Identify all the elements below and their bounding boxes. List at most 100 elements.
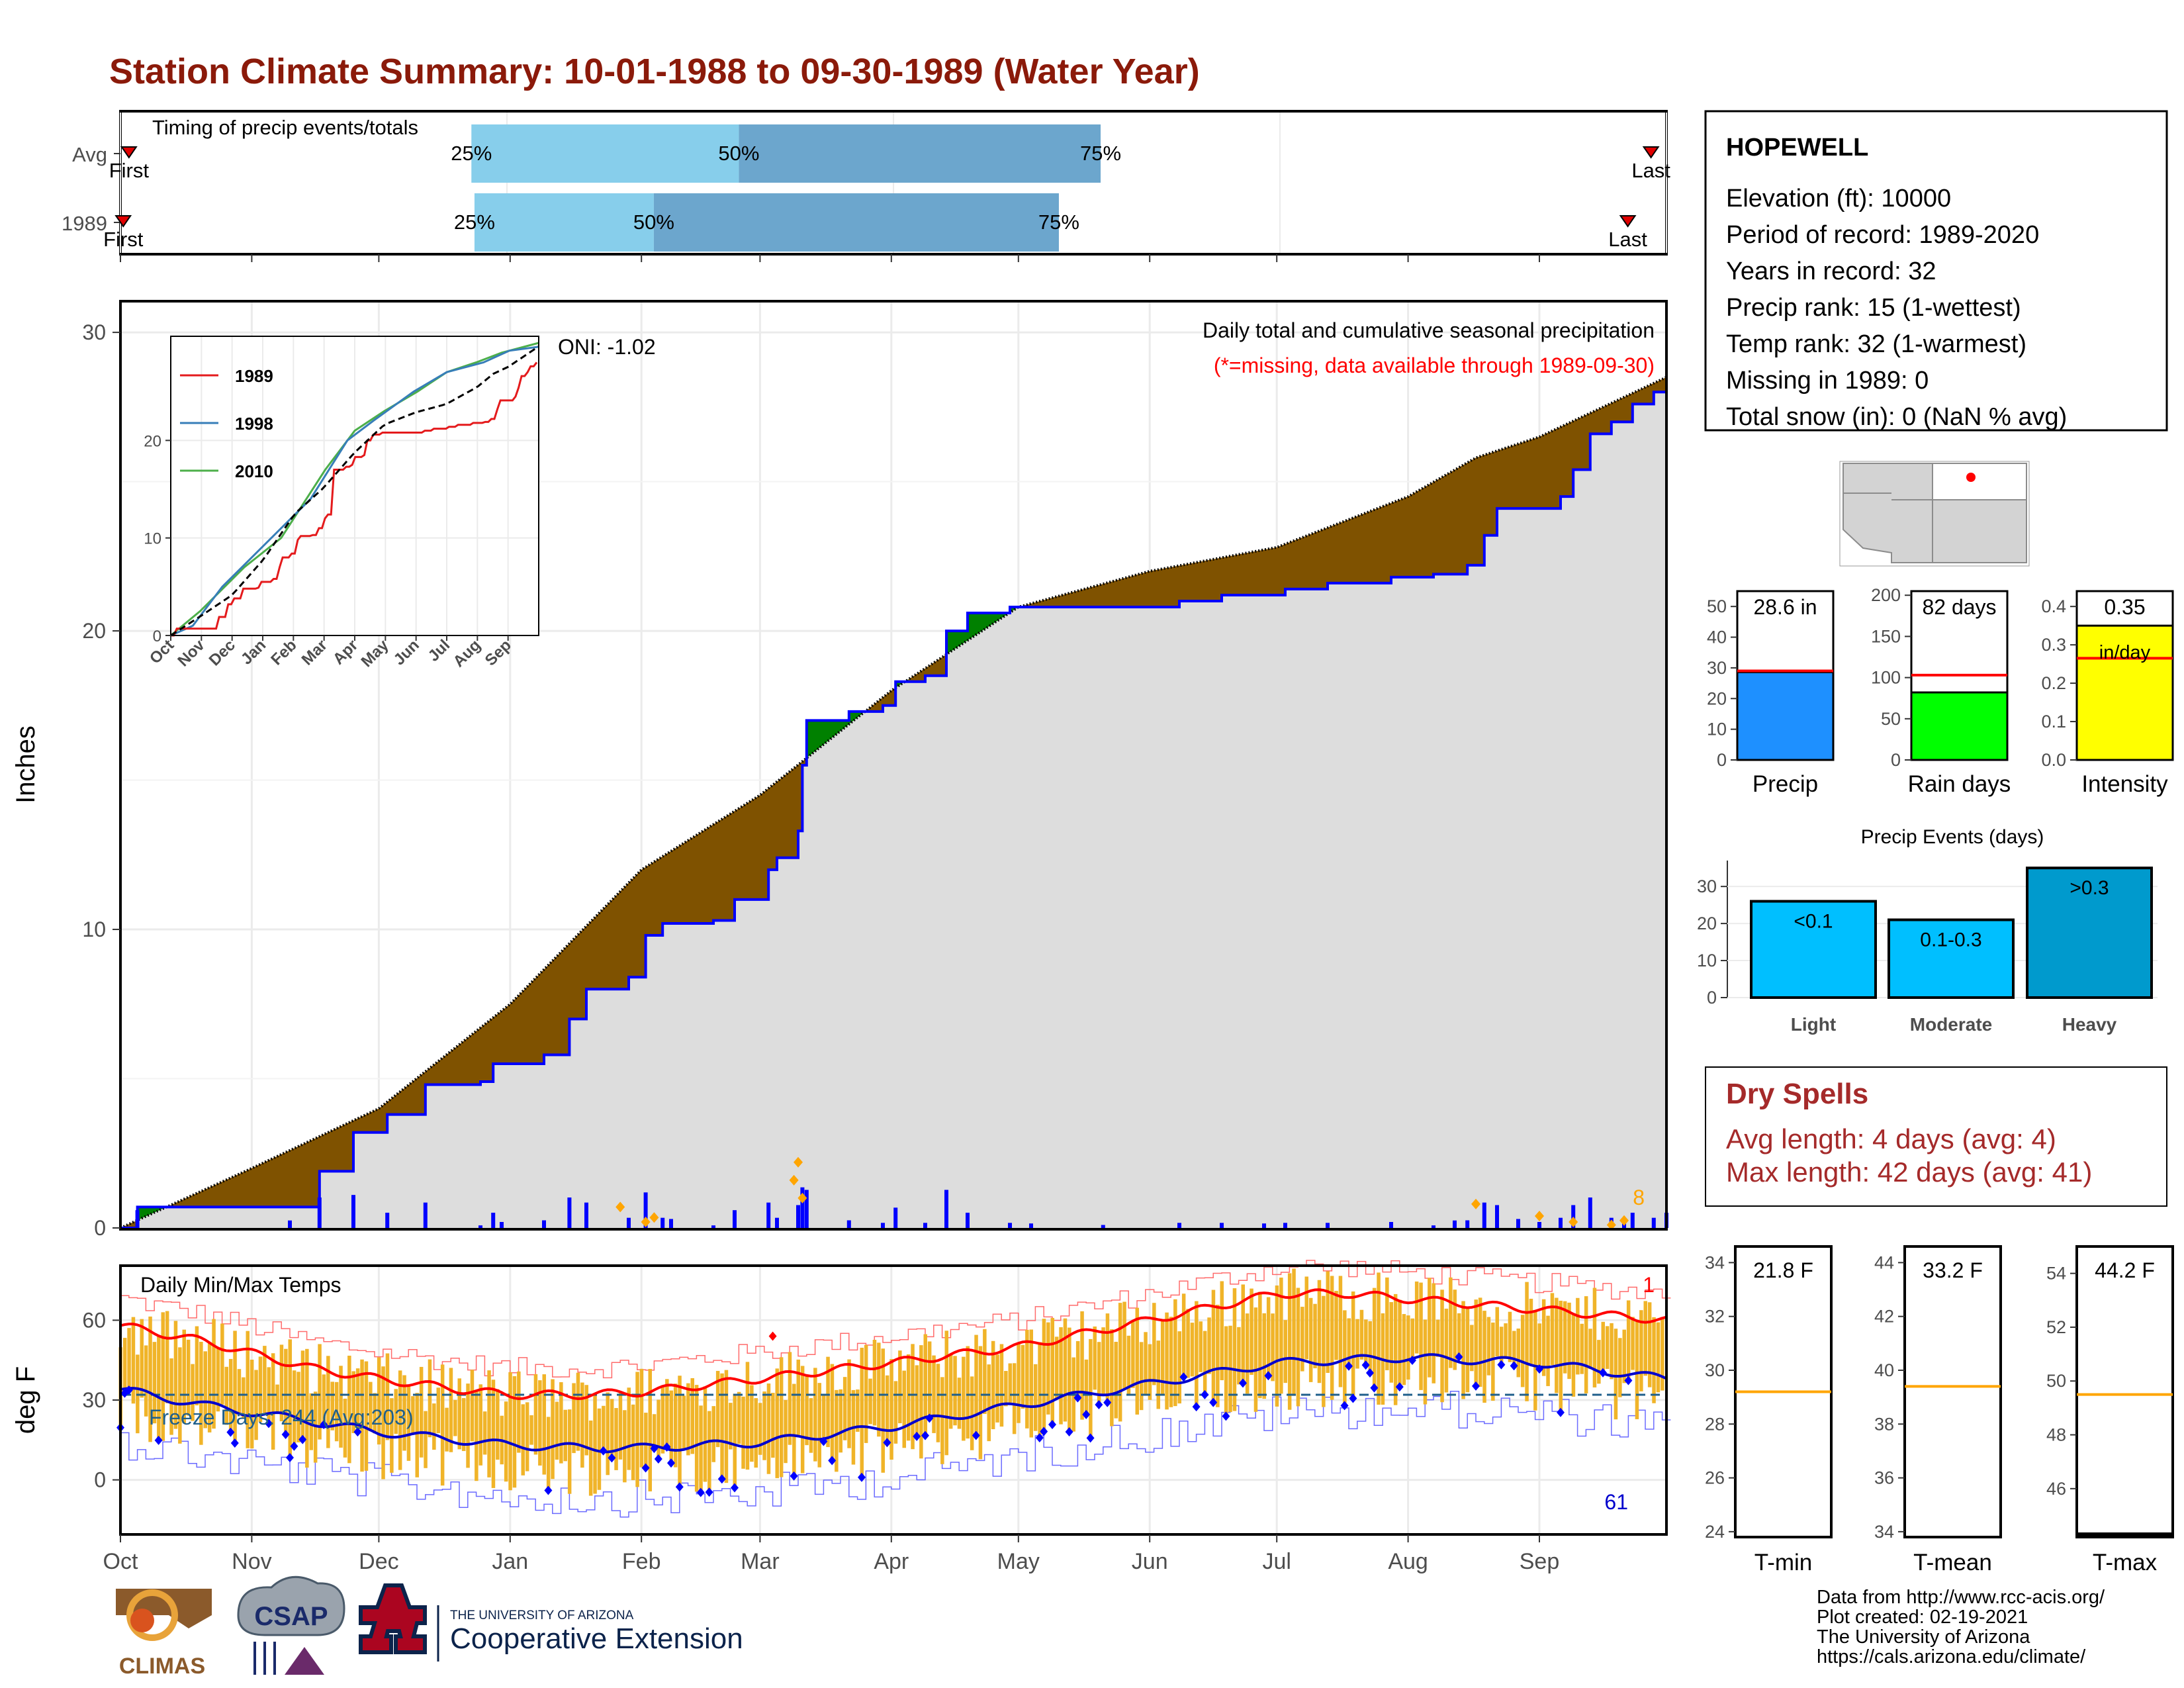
temp-bar xyxy=(542,1374,546,1475)
temp-bar xyxy=(1313,1303,1317,1368)
precip-panel: 0 10 20 30 Inches Daily total and cumulativ… xyxy=(11,300,1668,1240)
summary-y-tick: 0.0 xyxy=(2041,750,2066,770)
pct-label: 50% xyxy=(633,211,674,234)
temp-bar xyxy=(334,1382,339,1442)
month-label: Jul xyxy=(1262,1549,1291,1574)
temp-bar xyxy=(1021,1344,1025,1409)
temp-bar xyxy=(1271,1313,1275,1382)
station-line: Total snow (in): 0 (NaN % avg) xyxy=(1726,403,2067,431)
summary-y-tick: 20 xyxy=(1707,688,1727,708)
temp-bar xyxy=(1139,1342,1144,1411)
temp-bar xyxy=(1444,1308,1449,1393)
summary-y-tick: 0.4 xyxy=(2041,596,2066,616)
temp-bar xyxy=(1423,1319,1428,1405)
snow-marker xyxy=(641,1216,651,1227)
record-low-marker xyxy=(1065,1427,1073,1437)
temp-bar xyxy=(411,1396,415,1434)
record-low-marker xyxy=(819,1436,828,1446)
temp-bar xyxy=(254,1370,258,1440)
temp-bar xyxy=(610,1399,614,1458)
temp-bar xyxy=(1652,1317,1656,1403)
daily-precip-bar xyxy=(881,1223,885,1228)
temp-bar xyxy=(457,1378,461,1450)
month-label: May xyxy=(997,1549,1040,1574)
temp-bar xyxy=(889,1359,893,1460)
temp-bar xyxy=(1618,1338,1622,1397)
daily-precip-bar xyxy=(1283,1223,1287,1228)
temp-summary-y-tick: 34 xyxy=(1874,1522,1894,1542)
temp-bar xyxy=(1063,1318,1068,1422)
record-low-marker xyxy=(1073,1393,1082,1403)
temp-bar xyxy=(1465,1306,1470,1393)
temp-bar xyxy=(487,1370,491,1477)
temp-bar xyxy=(390,1398,394,1473)
avg-cumulative-line xyxy=(120,375,1667,1229)
temp-bar xyxy=(1033,1364,1038,1431)
temp-bar xyxy=(220,1323,224,1405)
temp-bar xyxy=(597,1408,602,1490)
month-label: Nov xyxy=(232,1549,271,1574)
summary-label: Intensity xyxy=(2081,771,2168,797)
record-low-marker xyxy=(1366,1368,1374,1378)
record-high-marker xyxy=(768,1331,777,1341)
events-y-tick: 30 xyxy=(1697,876,1717,896)
temp-bar xyxy=(919,1345,923,1459)
daily-precip-bar xyxy=(478,1225,482,1228)
temp-bar xyxy=(1177,1331,1181,1404)
temp-bar xyxy=(1661,1317,1664,1391)
timing-row-label-avg: Avg xyxy=(72,143,107,166)
temp-bar xyxy=(377,1357,381,1445)
temp-bar xyxy=(1504,1323,1508,1360)
summary-y-tick: 50 xyxy=(1707,596,1727,616)
temp-bar xyxy=(1181,1293,1186,1378)
temp-bar xyxy=(169,1358,173,1435)
temp-bar xyxy=(449,1368,453,1452)
temp-bar xyxy=(711,1406,715,1462)
temp-bar xyxy=(529,1415,533,1445)
precip-y-axis: 0 10 20 30 xyxy=(82,320,120,1240)
daily-precip-bar xyxy=(1482,1202,1486,1228)
temp-summary-y-tick: 40 xyxy=(1874,1360,1894,1380)
temp-bar xyxy=(660,1385,665,1454)
precip-ylabel: Inches xyxy=(11,726,40,804)
temp-bar xyxy=(953,1356,957,1426)
y-tick-label: 10 xyxy=(82,917,106,941)
temp-bar xyxy=(1610,1323,1614,1380)
summary-y-tick: 30 xyxy=(1707,658,1727,678)
temp-bar xyxy=(657,1399,660,1459)
temp-bar xyxy=(948,1354,953,1429)
daily-precip-bar xyxy=(1008,1223,1012,1228)
climas-wordmark: CLIMAS xyxy=(119,1654,205,1679)
temp-bar xyxy=(1308,1297,1313,1382)
daily-precip-bar xyxy=(351,1195,355,1228)
record-low-marker xyxy=(828,1456,837,1466)
daily-precip-bar xyxy=(491,1213,496,1228)
dry-spells-avg: Avg length: 4 days (avg: 4) xyxy=(1726,1123,2056,1154)
daily-temp-bars xyxy=(118,1268,1664,1496)
legend-label: 1989 xyxy=(235,366,273,386)
temp-bar xyxy=(906,1354,911,1441)
summary-bar xyxy=(1736,671,1835,761)
summary-y-tick: 0.1 xyxy=(2041,712,2066,731)
temp-bar xyxy=(927,1341,932,1419)
first-label: First xyxy=(109,159,150,182)
temp-bar xyxy=(339,1366,343,1448)
temp-bar xyxy=(1237,1327,1241,1385)
temp-bar xyxy=(246,1331,250,1448)
temp-bar xyxy=(1152,1303,1156,1385)
csap-logo: CSAP xyxy=(237,1575,345,1675)
temp-bar xyxy=(699,1405,703,1493)
temp-bar xyxy=(148,1316,152,1442)
temp-bar xyxy=(1122,1301,1126,1389)
temp-bar xyxy=(1160,1320,1165,1395)
daily-precip-bar xyxy=(1495,1205,1499,1228)
temp-bar xyxy=(453,1399,457,1436)
temp-bar xyxy=(1105,1313,1110,1403)
temp-bar xyxy=(821,1395,826,1442)
temp-bar xyxy=(991,1340,995,1430)
temp-bar xyxy=(733,1393,737,1488)
temp-bar xyxy=(724,1370,729,1483)
temp-summary-y-tick: 38 xyxy=(1874,1414,1894,1434)
record-low-marker xyxy=(1086,1433,1095,1443)
temp-bar xyxy=(1631,1317,1635,1370)
